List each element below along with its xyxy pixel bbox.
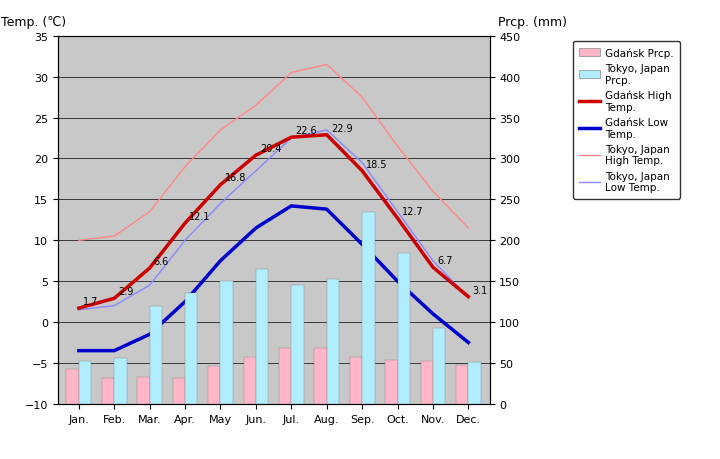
Bar xyxy=(350,358,362,404)
Text: 2.9: 2.9 xyxy=(118,286,134,297)
Bar xyxy=(220,281,233,404)
Text: 6.7: 6.7 xyxy=(437,256,452,265)
Bar xyxy=(315,348,327,404)
Bar xyxy=(102,378,114,404)
Bar xyxy=(79,362,91,404)
Bar xyxy=(397,253,410,404)
Bar xyxy=(173,379,185,404)
Text: 16.8: 16.8 xyxy=(225,173,246,183)
Bar xyxy=(138,377,150,404)
Bar xyxy=(66,369,79,404)
Bar xyxy=(243,358,256,404)
Text: 22.9: 22.9 xyxy=(331,123,353,133)
Bar xyxy=(433,328,446,404)
Legend: Gdańsk Prcp., Tokyo, Japan
Prcp., Gdańsk High
Temp., Gdańsk Low
Temp., Tokyo, Ja: Gdańsk Prcp., Tokyo, Japan Prcp., Gdańsk… xyxy=(572,42,680,199)
Text: 3.1: 3.1 xyxy=(472,285,487,295)
Text: 18.5: 18.5 xyxy=(366,159,388,169)
Bar xyxy=(456,365,468,404)
Bar xyxy=(256,269,269,404)
Bar xyxy=(420,362,433,404)
Bar xyxy=(292,285,304,404)
Bar xyxy=(385,361,397,404)
Text: 6.6: 6.6 xyxy=(154,256,169,266)
Text: 22.6: 22.6 xyxy=(295,126,317,136)
Bar xyxy=(150,306,162,404)
Bar xyxy=(114,358,127,404)
Bar xyxy=(468,362,481,404)
Text: Prcp. (mm): Prcp. (mm) xyxy=(498,17,567,29)
Bar xyxy=(279,348,292,404)
Bar xyxy=(327,280,339,404)
Text: 12.1: 12.1 xyxy=(189,212,211,221)
Text: 12.7: 12.7 xyxy=(402,207,423,217)
Bar xyxy=(208,366,220,404)
Text: 20.4: 20.4 xyxy=(260,144,282,154)
Bar xyxy=(185,294,197,404)
Bar xyxy=(362,212,374,404)
Text: Temp. (℃): Temp. (℃) xyxy=(1,17,66,29)
Text: 1.7: 1.7 xyxy=(83,297,99,306)
